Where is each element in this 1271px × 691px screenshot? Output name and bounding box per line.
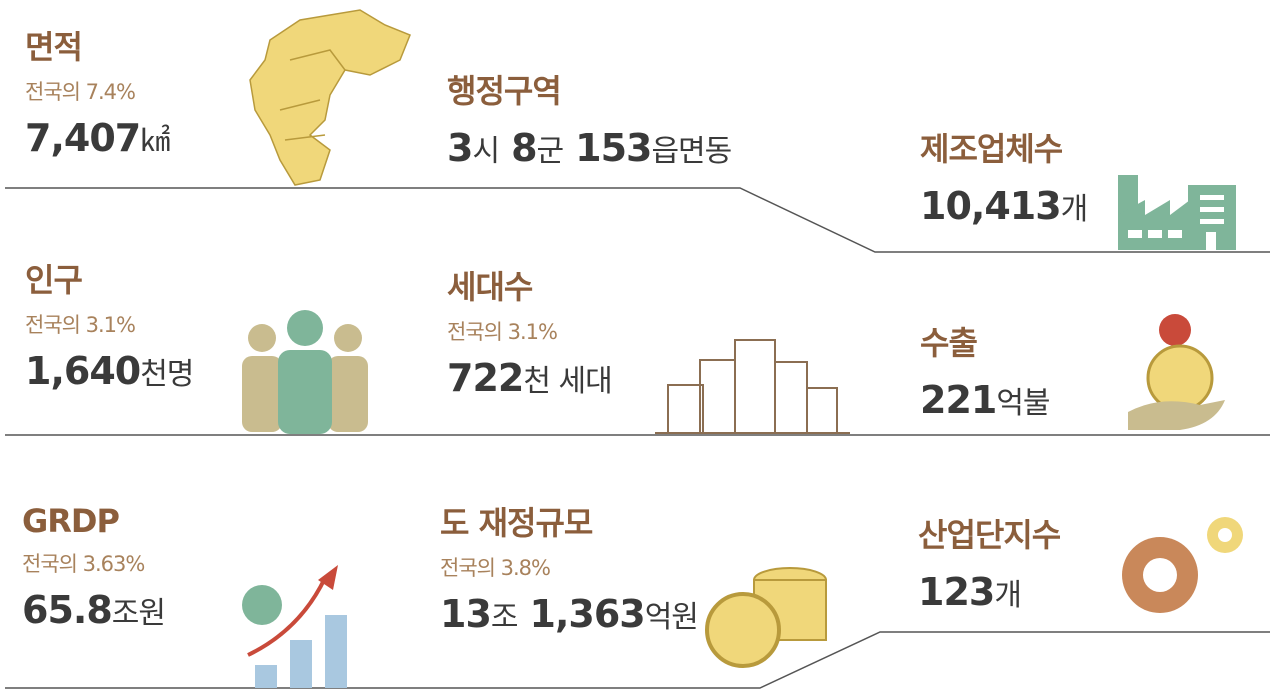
- stat-unit: 군: [536, 134, 565, 169]
- stat-number: 1,363: [529, 592, 646, 636]
- stat-number: 7,407: [25, 116, 141, 160]
- stat-value: 7,407㎢: [25, 116, 181, 160]
- stat-title: 면적: [25, 28, 83, 66]
- stat-value: 123개: [918, 570, 1060, 614]
- stat-unit: 조원: [111, 596, 166, 631]
- stat-title: 인구: [25, 261, 83, 299]
- stat-title: 세대수: [447, 268, 533, 306]
- buildings-icon: [655, 339, 850, 434]
- gears-icon: [1122, 517, 1243, 613]
- map-icon: [249, 9, 411, 186]
- coins-icon: [705, 567, 827, 668]
- people-icon: [242, 310, 368, 434]
- stat-block: GRDP 전국의 3.63% 65.8조원: [22, 502, 177, 632]
- stat-block: 수출 221억불: [920, 318, 1062, 422]
- stat-block: 행정구역 3시 8군 153읍면동: [447, 66, 743, 170]
- stat-block: 산업단지수 123개: [918, 510, 1061, 614]
- stat-unit: ㎢: [140, 124, 170, 159]
- stat-share: 전국의 3.1%: [25, 313, 136, 337]
- stat-unit: 시: [472, 134, 500, 169]
- stat-number: 3: [447, 126, 473, 170]
- stat-unit: 억불: [996, 386, 1050, 421]
- stat-unit: 개: [1060, 192, 1089, 227]
- export-icon: [1128, 314, 1225, 430]
- stat-number: 153: [575, 126, 652, 170]
- stat-title: 행정구역: [447, 72, 562, 110]
- stat-title: 수출: [920, 324, 978, 362]
- stat-number: 221: [920, 378, 997, 422]
- stat-unit: 억원: [644, 600, 699, 635]
- stat-share: 전국의 3.1%: [447, 320, 558, 344]
- stat-value: 3시 8군 153읍면동: [447, 126, 743, 170]
- factory-icon: [1118, 175, 1236, 250]
- stat-value: 221억불: [920, 378, 1062, 422]
- stat-share: 전국의 7.4%: [25, 80, 136, 104]
- stat-share: 전국의 3.63%: [22, 552, 145, 576]
- stat-value: 1,640천명: [25, 349, 205, 393]
- stat-number: 8: [511, 126, 537, 170]
- stat-value: 722천 세대: [447, 356, 624, 400]
- stat-share: 전국의 3.8%: [440, 556, 551, 580]
- stat-number: 10,413: [920, 184, 1062, 228]
- stat-number: 65.8: [22, 588, 113, 632]
- divider: [5, 631, 1270, 689]
- stat-title: 제조업체수: [920, 130, 1063, 168]
- stat-unit: 조: [490, 600, 519, 635]
- stat-title: 도 재정규모: [440, 504, 593, 542]
- stat-unit: 개: [994, 578, 1022, 613]
- stat-value: 65.8조원: [22, 588, 177, 632]
- divider: [5, 187, 1270, 253]
- stat-number: 1,640: [25, 349, 141, 393]
- stat-value: 13조 1,363억원: [440, 592, 710, 636]
- stat-unit: 천명: [140, 357, 194, 392]
- growth-icon: [242, 565, 347, 688]
- stat-number: 722: [447, 356, 524, 400]
- stat-block: 제조업체수 10,413개: [920, 124, 1099, 228]
- stat-title: GRDP: [22, 502, 120, 540]
- stat-unit: 읍면동: [651, 134, 732, 169]
- stat-value: 10,413개: [920, 184, 1099, 228]
- stat-unit: 천 세대: [523, 364, 612, 399]
- stat-number: 13: [440, 592, 492, 636]
- stat-title: 산업단지수: [918, 516, 1061, 554]
- stat-number: 123: [918, 570, 995, 614]
